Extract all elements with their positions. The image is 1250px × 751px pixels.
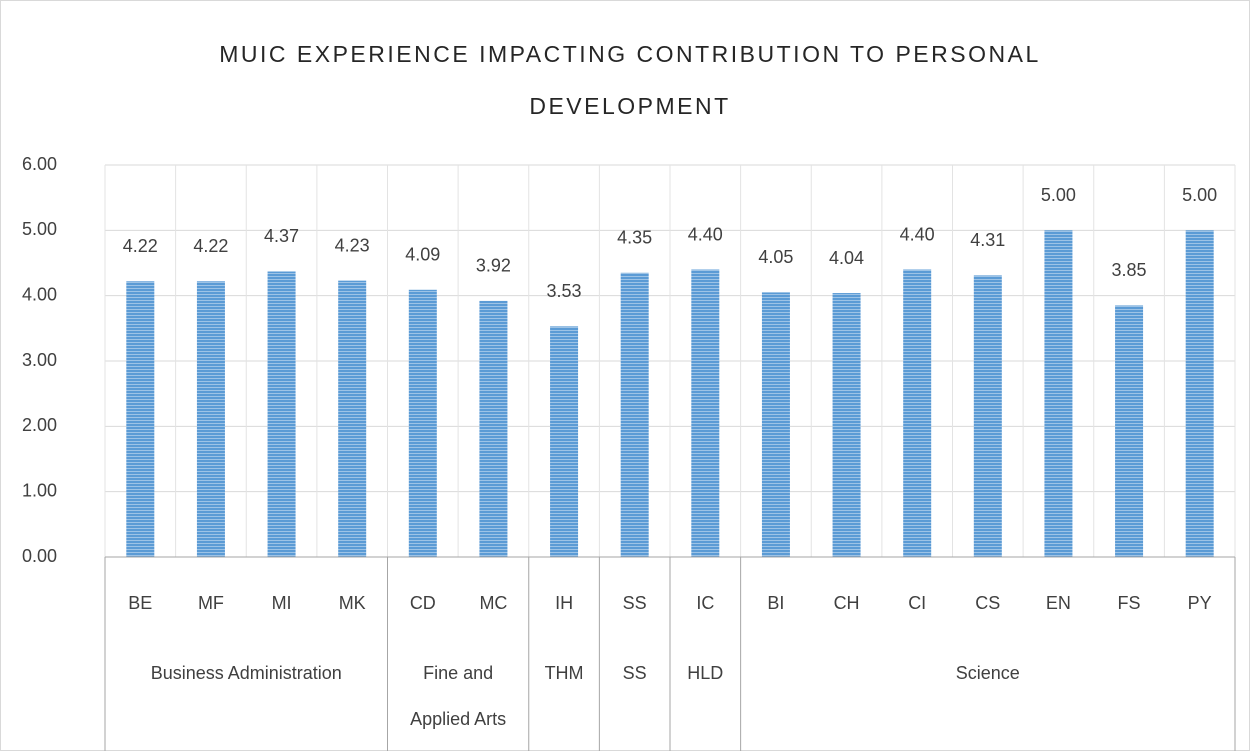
bar [903,269,932,557]
x-tick-label: CS [975,593,1000,613]
group-label: THM [544,663,584,683]
x-tick-label: BE [128,593,152,613]
data-label: 5.00 [1182,185,1217,205]
bar [691,269,720,557]
x-tick-label: MI [272,593,292,613]
data-label: 4.40 [688,224,723,244]
data-label: 4.22 [193,236,228,256]
data-label: 3.85 [1112,260,1147,280]
y-tick-label: 4.00 [22,284,57,304]
data-label: 4.40 [900,224,935,244]
bar [550,326,579,557]
data-label: 4.23 [335,235,370,255]
bar [761,292,790,557]
bar [832,293,861,557]
bar [267,271,296,557]
bar [1115,305,1144,557]
y-tick-label: 0.00 [22,546,57,566]
chart-title: MUIC EXPERIENCE IMPACTING CONTRIBUTION T… [219,41,1041,119]
x-tick-label: CD [410,593,436,613]
bar [408,289,437,557]
bar [196,281,225,557]
data-label: 3.92 [476,256,511,276]
data-label: 4.37 [264,226,299,246]
bar [973,275,1002,557]
x-tick-label: PY [1188,593,1212,613]
x-tick-label: SS [623,593,647,613]
y-tick-label: 1.00 [22,480,57,500]
x-tick-label: EN [1046,593,1071,613]
bar [126,281,155,557]
bar [338,280,367,557]
group-label: Fine and Applied Arts [410,663,507,729]
bar [479,300,508,557]
x-tick-label: MF [198,593,224,613]
bar [1044,230,1073,558]
group-label: Science [955,663,1020,683]
y-tick-label: 6.00 [22,154,57,174]
x-tick-label: CI [908,593,926,613]
x-tick-label: CH [834,593,860,613]
x-tick-label: MC [479,593,507,613]
data-label: 4.04 [829,248,864,268]
data-label: 4.09 [405,245,440,265]
x-tick-label: IH [555,593,573,613]
data-label: 4.22 [123,236,158,256]
group-label: HLD [687,663,724,683]
x-tick-label: BI [767,593,784,613]
bar [620,272,649,557]
y-tick-label: 3.00 [22,350,57,370]
data-label: 5.00 [1041,185,1076,205]
y-tick-label: 5.00 [22,219,57,239]
x-tick-label: MK [339,593,366,613]
data-label: 3.53 [547,281,582,301]
y-tick-label: 2.00 [22,415,57,435]
data-label: 4.05 [758,247,793,267]
x-tick-label: IC [696,593,714,613]
data-label: 4.35 [617,228,652,248]
x-tick-label: FS [1118,593,1141,613]
group-label: SS [622,663,647,683]
group-label: Business Administration [150,663,342,683]
data-label: 4.31 [970,230,1005,250]
bar [1185,230,1214,558]
